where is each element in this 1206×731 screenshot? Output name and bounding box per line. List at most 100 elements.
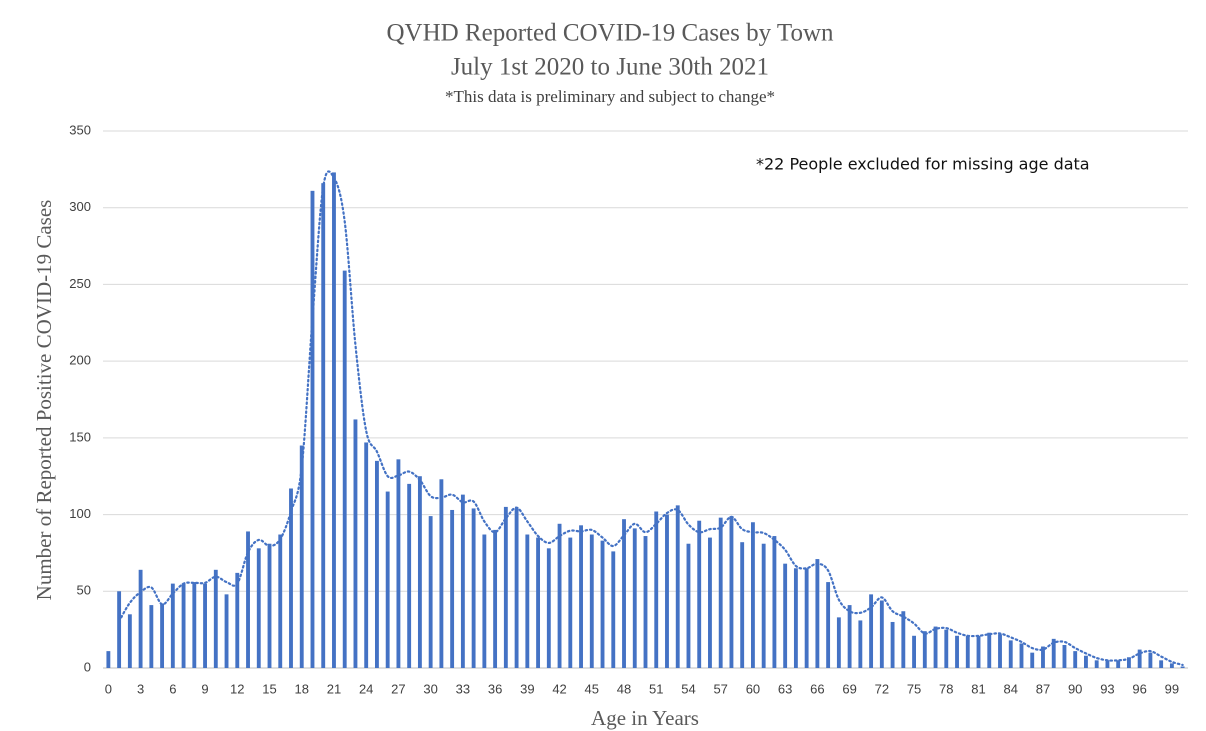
x-tick-label: 39: [520, 681, 534, 696]
bar: [1116, 660, 1121, 668]
bar: [1169, 663, 1174, 668]
x-tick-label: 15: [262, 681, 276, 696]
x-tick-label: 30: [423, 681, 437, 696]
y-tick-label: 300: [69, 199, 91, 214]
bar: [450, 509, 455, 668]
bar: [654, 511, 659, 668]
bar: [471, 508, 476, 668]
bar: [869, 594, 874, 668]
x-tick-label: 3: [137, 681, 144, 696]
bar: [750, 522, 755, 668]
bar: [525, 534, 530, 668]
x-tick-label: 63: [778, 681, 792, 696]
caption: *This data is preliminary and subject to…: [445, 87, 775, 106]
bar: [579, 525, 583, 668]
bar: [933, 626, 938, 668]
x-tick-label: 90: [1068, 681, 1082, 696]
x-tick-label: 21: [327, 681, 341, 696]
bar: [568, 537, 573, 668]
bar: [1094, 660, 1099, 668]
y-tick-label: 50: [77, 583, 91, 598]
bar: [1073, 651, 1078, 668]
bar: [632, 528, 637, 668]
x-tick-label: 18: [295, 681, 309, 696]
x-tick-label: 93: [1100, 681, 1114, 696]
bar: [503, 506, 508, 668]
bar: [310, 190, 315, 668]
bar: [213, 569, 218, 668]
x-tick-label: 99: [1165, 681, 1179, 696]
bar: [1008, 640, 1013, 668]
bar: [912, 635, 916, 668]
bar: [826, 582, 831, 668]
bar: [815, 559, 820, 668]
bar: [224, 594, 229, 668]
bar: [192, 582, 197, 668]
bar: [332, 172, 336, 668]
y-axis-label: Number of Reported Positive COVID-19 Cas…: [32, 200, 56, 601]
bar: [922, 631, 927, 668]
bar: [1051, 638, 1056, 668]
bar: [1030, 652, 1035, 668]
bar: [493, 529, 498, 668]
bar: [417, 476, 422, 668]
chart-title: QVHD Reported COVID-19 Cases by Town: [386, 20, 834, 47]
bar: [740, 542, 745, 668]
x-tick-label: 48: [617, 681, 631, 696]
bar: [1148, 652, 1153, 668]
x-tick-label: 84: [1004, 681, 1018, 696]
x-tick-label: 36: [488, 681, 502, 696]
bar: [686, 543, 691, 668]
bar: [804, 568, 809, 668]
bar: [289, 488, 293, 668]
bar: [1019, 643, 1024, 668]
bar: [353, 419, 358, 668]
bar: [557, 523, 562, 668]
bar: [546, 548, 551, 668]
bar: [1126, 657, 1131, 668]
bar: [665, 514, 669, 668]
bar: [267, 543, 272, 668]
bar: [299, 445, 304, 668]
bar: [847, 605, 852, 668]
y-tick-label: 150: [69, 429, 91, 444]
x-tick-label: 72: [875, 681, 889, 696]
y-tick-label: 350: [69, 122, 91, 137]
y-tick-label: 200: [69, 353, 91, 368]
bar: [600, 540, 605, 668]
bar: [622, 519, 626, 668]
bar: [965, 635, 970, 668]
bar: [858, 620, 863, 668]
x-tick-label: 96: [1132, 681, 1146, 696]
bar: [879, 600, 884, 668]
bar: [783, 563, 788, 668]
bar: [1062, 644, 1067, 668]
x-tick-label: 27: [391, 681, 405, 696]
annotation: *22 People excluded for missing age data: [756, 155, 1090, 174]
bar: [643, 536, 648, 668]
bar: [375, 460, 379, 668]
bar: [718, 517, 723, 668]
bar: [1084, 655, 1088, 668]
bar: [944, 629, 949, 668]
bar: [611, 551, 616, 668]
bar: [235, 572, 240, 668]
x-tick-label: 87: [1036, 681, 1050, 696]
bar: [1041, 646, 1045, 668]
bar: [708, 537, 712, 668]
bar: [117, 591, 122, 668]
chart-subtitle: July 1st 2020 to June 30th 2021: [451, 54, 769, 81]
bar: [1105, 660, 1110, 668]
bar: [127, 614, 132, 668]
x-tick-label: 12: [230, 681, 244, 696]
trendline: [118, 170, 1184, 667]
x-tick-label: 9: [201, 681, 208, 696]
bar: [514, 508, 519, 668]
bar: [675, 505, 680, 668]
y-tick-label: 0: [84, 659, 91, 674]
bar: [364, 442, 369, 668]
x-tick-label: 81: [971, 681, 985, 696]
bar: [170, 583, 175, 668]
bar: [342, 270, 347, 668]
